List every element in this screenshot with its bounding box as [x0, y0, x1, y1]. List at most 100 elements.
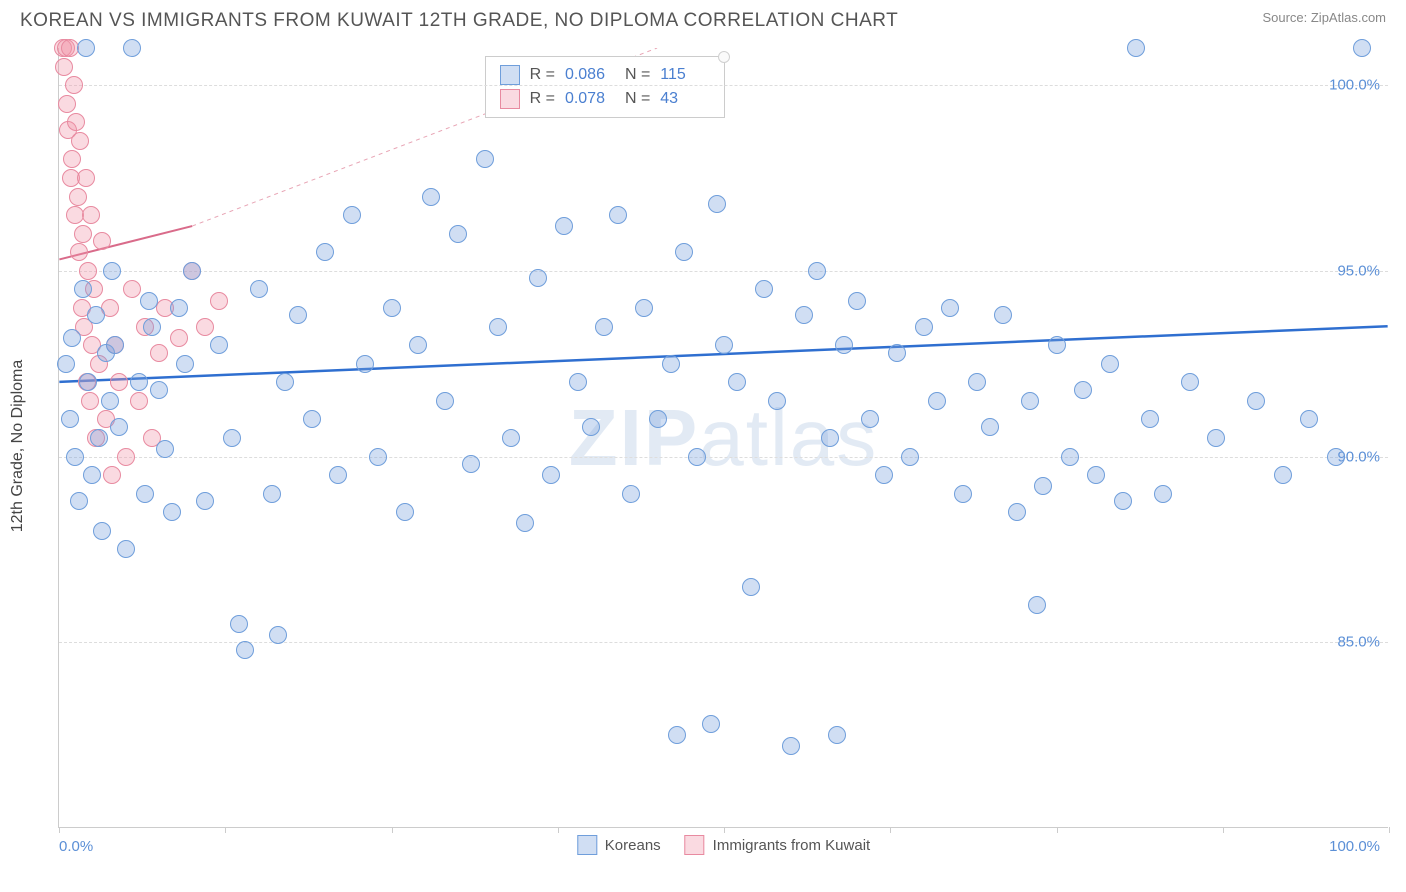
kuwait-point — [77, 169, 95, 187]
korean-point — [808, 262, 826, 280]
korean-point — [928, 392, 946, 410]
korean-point — [828, 726, 846, 744]
korean-point — [502, 429, 520, 447]
korean-point — [702, 715, 720, 733]
kuwait-point — [71, 132, 89, 150]
x-tick — [890, 827, 891, 833]
x-tick — [558, 827, 559, 833]
korean-point — [1154, 485, 1172, 503]
korean-point — [888, 344, 906, 362]
korean-point — [795, 306, 813, 324]
korean-point — [1028, 596, 1046, 614]
korean-point — [489, 318, 507, 336]
korean-point — [269, 626, 287, 644]
korean-point — [223, 429, 241, 447]
korean-point — [462, 455, 480, 473]
korean-point — [516, 514, 534, 532]
korean-point — [782, 737, 800, 755]
korean-point — [263, 485, 281, 503]
korean-point — [1207, 429, 1225, 447]
korean-point — [356, 355, 374, 373]
korean-point — [70, 492, 88, 510]
korean-point — [61, 410, 79, 428]
swatch-kuwait — [500, 89, 520, 109]
korean-point — [675, 243, 693, 261]
korean-point — [83, 466, 101, 484]
korean-point — [77, 39, 95, 57]
korean-point — [875, 466, 893, 484]
kuwait-point — [130, 392, 148, 410]
korean-point — [1008, 503, 1026, 521]
korean-point — [196, 492, 214, 510]
korean-point — [1247, 392, 1265, 410]
x-tick — [392, 827, 393, 833]
stats-row-koreans: R = 0.086 N = 115 — [500, 63, 711, 87]
korean-point — [396, 503, 414, 521]
kuwait-point — [58, 95, 76, 113]
korean-point — [1114, 492, 1132, 510]
korean-point — [210, 336, 228, 354]
korean-point — [609, 206, 627, 224]
korean-point — [569, 373, 587, 391]
gridline — [59, 85, 1388, 86]
kuwait-point — [103, 466, 121, 484]
kuwait-point — [150, 344, 168, 362]
korean-point — [150, 381, 168, 399]
stats-row-kuwait: R = 0.078 N = 43 — [500, 87, 711, 111]
chart-title: KOREAN VS IMMIGRANTS FROM KUWAIT 12TH GR… — [20, 10, 898, 32]
korean-point — [595, 318, 613, 336]
korean-point — [143, 318, 161, 336]
korean-point — [688, 448, 706, 466]
source-label: Source: ZipAtlas.com — [1262, 10, 1386, 25]
korean-point — [901, 448, 919, 466]
kuwait-point — [65, 76, 83, 94]
kuwait-point — [196, 318, 214, 336]
kuwait-point — [74, 225, 92, 243]
x-axis-max-label: 100.0% — [1329, 838, 1380, 855]
trend-lines — [59, 48, 1388, 827]
korean-point — [176, 355, 194, 373]
korean-point — [649, 410, 667, 428]
korean-point — [409, 336, 427, 354]
korean-point — [250, 280, 268, 298]
korean-point — [316, 243, 334, 261]
korean-point — [1074, 381, 1092, 399]
korean-point — [140, 292, 158, 310]
korean-point — [968, 373, 986, 391]
x-tick — [1389, 827, 1390, 833]
korean-point — [915, 318, 933, 336]
korean-point — [1021, 392, 1039, 410]
korean-point — [1127, 39, 1145, 57]
bottom-legend: Koreans Immigrants from Kuwait — [577, 835, 870, 855]
x-tick — [1057, 827, 1058, 833]
swatch-kuwait-bottom — [685, 835, 705, 855]
legend-item-koreans: Koreans — [577, 835, 661, 855]
korean-point — [994, 306, 1012, 324]
korean-point — [90, 429, 108, 447]
kuwait-point — [123, 280, 141, 298]
legend-item-kuwait: Immigrants from Kuwait — [685, 835, 871, 855]
korean-point — [1181, 373, 1199, 391]
korean-point — [170, 299, 188, 317]
korean-point — [303, 410, 321, 428]
korean-point — [289, 306, 307, 324]
korean-point — [848, 292, 866, 310]
korean-point — [103, 262, 121, 280]
korean-point — [555, 217, 573, 235]
korean-point — [57, 355, 75, 373]
korean-point — [835, 336, 853, 354]
korean-point — [422, 188, 440, 206]
box-corner-icon — [718, 51, 730, 63]
korean-point — [1101, 355, 1119, 373]
kuwait-point — [81, 392, 99, 410]
kuwait-point — [170, 329, 188, 347]
kuwait-point — [93, 232, 111, 250]
x-tick — [1223, 827, 1224, 833]
kuwait-point — [117, 448, 135, 466]
korean-point — [981, 418, 999, 436]
korean-point — [136, 485, 154, 503]
korean-point — [821, 429, 839, 447]
korean-point — [582, 418, 600, 436]
korean-point — [1300, 410, 1318, 428]
korean-point — [117, 540, 135, 558]
